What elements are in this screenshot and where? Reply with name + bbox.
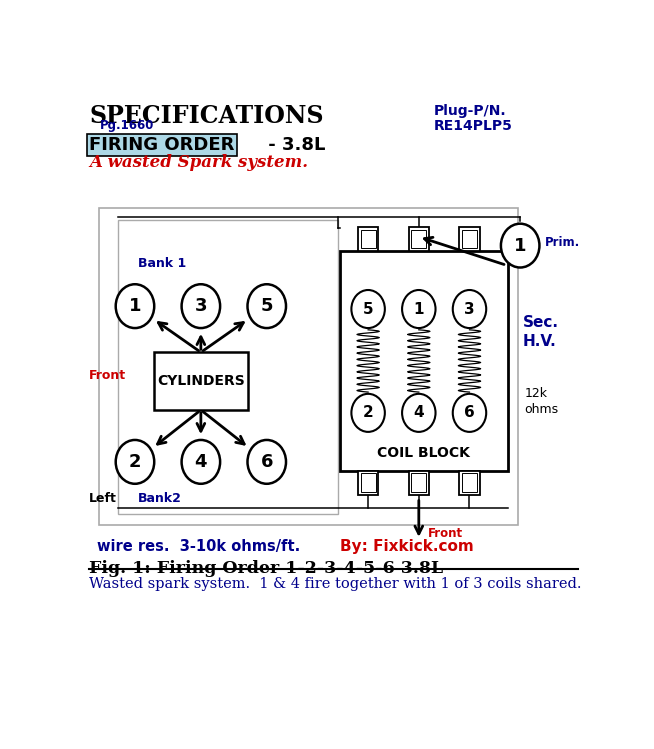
Bar bbox=[360, 473, 375, 492]
Bar bbox=[154, 352, 248, 410]
Bar bbox=[118, 219, 337, 514]
Text: Front: Front bbox=[428, 527, 463, 541]
Text: 1: 1 bbox=[413, 302, 424, 317]
Bar bbox=[409, 227, 429, 252]
Bar bbox=[459, 470, 479, 495]
Circle shape bbox=[116, 284, 154, 328]
Text: 3: 3 bbox=[195, 297, 207, 315]
Text: Wasted spark system.  1 & 4 fire together with 1 of 3 coils shared.: Wasted spark system. 1 & 4 fire together… bbox=[90, 577, 582, 591]
Text: 1: 1 bbox=[129, 297, 141, 315]
Text: COIL BLOCK: COIL BLOCK bbox=[377, 446, 470, 460]
Text: 5: 5 bbox=[260, 297, 273, 315]
Text: - 3.8L: - 3.8L bbox=[262, 136, 325, 154]
Text: RE14PLP5: RE14PLP5 bbox=[434, 118, 513, 133]
Text: Plug-P/N.: Plug-P/N. bbox=[434, 104, 507, 118]
Text: Prim.: Prim. bbox=[545, 236, 579, 249]
Text: By: Fixkick.com: By: Fixkick.com bbox=[340, 539, 474, 554]
Text: Bank 1: Bank 1 bbox=[137, 257, 186, 270]
Bar bbox=[340, 252, 508, 470]
Text: 4: 4 bbox=[195, 453, 207, 471]
Circle shape bbox=[351, 394, 385, 432]
Circle shape bbox=[453, 394, 486, 432]
Bar bbox=[462, 473, 477, 492]
Circle shape bbox=[501, 224, 540, 267]
Circle shape bbox=[247, 440, 286, 484]
Circle shape bbox=[351, 290, 385, 328]
Text: A wasted Spark system.: A wasted Spark system. bbox=[90, 154, 308, 172]
Text: 6: 6 bbox=[464, 405, 475, 420]
Text: 12k
ohms: 12k ohms bbox=[525, 386, 559, 416]
Bar bbox=[409, 470, 429, 495]
Circle shape bbox=[116, 440, 154, 484]
Text: Pg.1660: Pg.1660 bbox=[99, 118, 154, 132]
Text: 2: 2 bbox=[363, 405, 373, 420]
Bar bbox=[358, 227, 378, 252]
Text: 2: 2 bbox=[129, 453, 141, 471]
Bar bbox=[459, 227, 479, 252]
Bar bbox=[411, 473, 426, 492]
Bar bbox=[358, 470, 378, 495]
Text: Left: Left bbox=[90, 492, 117, 506]
Text: SPECIFICATIONS: SPECIFICATIONS bbox=[90, 104, 324, 128]
Circle shape bbox=[182, 284, 220, 328]
Circle shape bbox=[402, 394, 436, 432]
Text: 1: 1 bbox=[514, 237, 526, 255]
Text: 3: 3 bbox=[464, 302, 475, 317]
Bar bbox=[360, 230, 375, 249]
Circle shape bbox=[402, 290, 436, 328]
Circle shape bbox=[247, 284, 286, 328]
Text: CYLINDERS: CYLINDERS bbox=[157, 374, 245, 388]
Circle shape bbox=[453, 290, 486, 328]
Text: 4: 4 bbox=[413, 405, 424, 420]
Bar bbox=[462, 230, 477, 249]
Text: Sec.
H.V.: Sec. H.V. bbox=[523, 315, 559, 349]
Text: wire res.  3-10k ohms/ft.: wire res. 3-10k ohms/ft. bbox=[97, 539, 300, 554]
Bar bbox=[99, 208, 518, 525]
Text: Front: Front bbox=[90, 369, 126, 382]
Bar bbox=[411, 230, 426, 249]
Text: 5: 5 bbox=[363, 302, 373, 317]
Text: FIRING ORDER: FIRING ORDER bbox=[90, 136, 235, 154]
Text: 6: 6 bbox=[260, 453, 273, 471]
Text: Fig. 1: Firing Order 1-2-3-4-5-6 3.8L: Fig. 1: Firing Order 1-2-3-4-5-6 3.8L bbox=[90, 560, 443, 577]
Circle shape bbox=[182, 440, 220, 484]
Text: Bank2: Bank2 bbox=[137, 492, 181, 506]
